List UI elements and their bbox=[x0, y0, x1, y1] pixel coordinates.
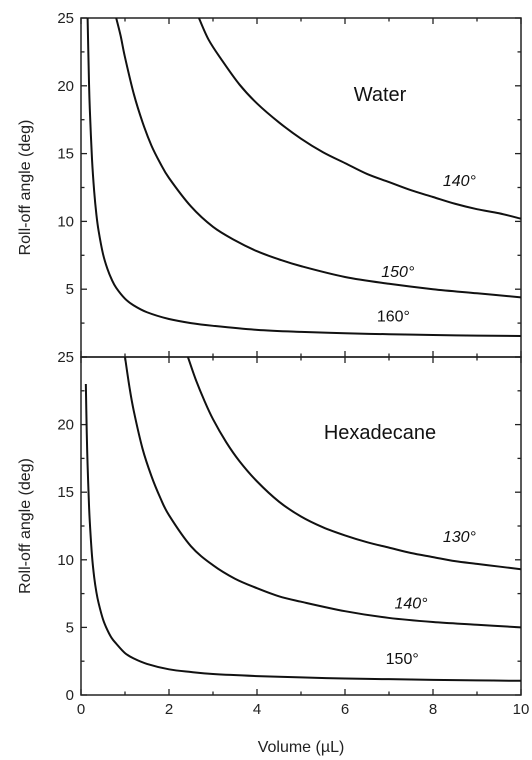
series-label: 150° bbox=[386, 651, 419, 668]
x-tick-label: 8 bbox=[429, 701, 437, 718]
y-axis-title: Roll-off angle (deg) bbox=[17, 458, 34, 594]
y-tick-label: 20 bbox=[57, 78, 74, 95]
y-tick-label: 25 bbox=[57, 10, 74, 27]
series-label: 130° bbox=[443, 529, 477, 546]
hexadecane-panel: 0 5 10 15 20 25 0 2 4 6 8 10 Roll-off angle (deg) Hex… bbox=[17, 349, 529, 718]
series-label: 140° bbox=[443, 173, 477, 190]
series-line bbox=[115, 18, 521, 299]
y-tick-label: 15 bbox=[57, 146, 74, 163]
series-line bbox=[186, 357, 521, 571]
series-label: 160° bbox=[377, 309, 410, 326]
panel-title: Hexadecane bbox=[324, 422, 436, 444]
panel-title: Water bbox=[354, 84, 407, 106]
y-tick-label: 25 bbox=[57, 349, 74, 366]
series-line bbox=[84, 384, 521, 682]
y-tick-label: 15 bbox=[57, 484, 74, 501]
series-line bbox=[86, 18, 521, 337]
x-tick-label: 0 bbox=[77, 701, 85, 718]
series-line bbox=[198, 18, 521, 220]
series-label: 150° bbox=[381, 264, 415, 281]
y-axis-title: Roll-off angle (deg) bbox=[17, 120, 34, 256]
y-tick-label: 10 bbox=[57, 552, 74, 569]
x-axis-title: Volume (µL) bbox=[258, 739, 345, 756]
y-tick-label: 10 bbox=[57, 213, 74, 230]
x-tick-label: 4 bbox=[253, 701, 261, 718]
plot-frame bbox=[80, 356, 522, 696]
y-tick-label: 5 bbox=[66, 619, 74, 636]
x-tick-label: 6 bbox=[341, 701, 349, 718]
x-tick-label: 10 bbox=[513, 701, 530, 718]
y-tick-label: 5 bbox=[66, 281, 74, 298]
x-tick-label: 2 bbox=[165, 701, 173, 718]
water-panel: 5 10 15 20 25 Roll-off angle (deg) Water 140° 15… bbox=[17, 10, 522, 358]
y-tick-label: 0 bbox=[66, 687, 74, 704]
series-label: 140° bbox=[394, 595, 428, 612]
y-tick-label: 20 bbox=[57, 417, 74, 434]
series-line bbox=[124, 357, 521, 629]
